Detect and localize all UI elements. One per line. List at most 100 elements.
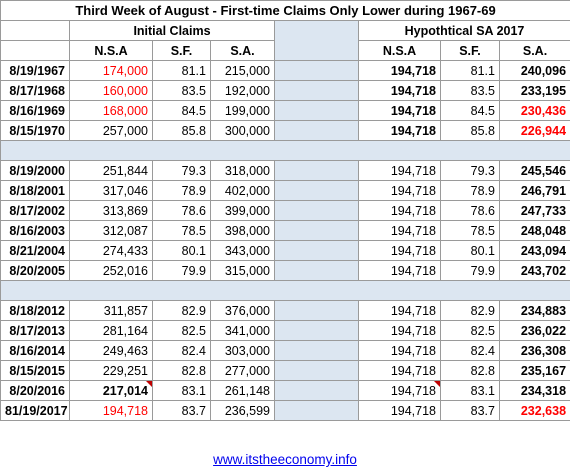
sf-value: 81.1 (152, 60, 211, 81)
column-spacer (274, 380, 359, 401)
sa-value: 236,599 (210, 400, 275, 421)
col-header-nsa: N.S.A (69, 40, 153, 61)
nsa-value: 312,087 (69, 220, 153, 241)
table-body: Third Week of August - First-time Claims… (0, 0, 570, 421)
sa-value: 399,000 (210, 200, 275, 221)
nsa-value: 168,000 (69, 100, 153, 121)
section-separator (0, 280, 570, 301)
hyp-sa-value: 236,308 (498, 340, 570, 361)
table-title: Third Week of August - First-time Claims… (0, 0, 570, 21)
row-date: 8/18/2001 (0, 180, 70, 201)
hyp-sf-value: 80.1 (440, 240, 500, 261)
header-spacer (274, 20, 359, 61)
column-spacer (274, 300, 359, 321)
hyp-sa-value: 243,702 (498, 260, 570, 281)
hyp-sf-value: 78.5 (440, 220, 500, 241)
hyp-sa-value: 233,195 (498, 80, 570, 101)
hyp-sf-value: 79.3 (440, 160, 500, 181)
hyp-nsa-value: 194,718 (358, 240, 441, 261)
row-date: 81/19/2017 (0, 400, 70, 421)
sf-value: 83.5 (152, 80, 211, 101)
nsa-value: 251,844 (69, 160, 153, 181)
col-header-sf: S.F. (152, 40, 211, 61)
col-header-sa: S.A. (210, 40, 275, 61)
sa-value: 300,000 (210, 120, 275, 141)
column-spacer (274, 220, 359, 241)
sa-value: 343,000 (210, 240, 275, 261)
table-row: 8/15/1970 257,000 85.8 300,000 194,718 85.8 22… (0, 120, 570, 141)
column-spacer (274, 120, 359, 141)
hyp-sa-value: 240,096 (498, 60, 570, 81)
col-header-hyp-nsa: N.S.A (358, 40, 441, 61)
row-date: 8/16/2014 (0, 340, 70, 361)
hyp-nsa-value: 194,718 (358, 260, 441, 281)
table-row: 8/16/2014 249,463 82.4 303,000 194,718 82.4 23… (0, 340, 570, 361)
sa-value: 398,000 (210, 220, 275, 241)
section-separator (0, 140, 570, 161)
row-date: 8/17/2002 (0, 200, 70, 221)
hyp-nsa-value: 194,718 (358, 200, 441, 221)
sa-value: 192,000 (210, 80, 275, 101)
table-row: 8/18/2001 317,046 78.9 402,000 194,718 78.9 24… (0, 180, 570, 201)
sa-value: 315,000 (210, 260, 275, 281)
table-row: 8/17/2002 313,869 78.6 399,000 194,718 78.6 24… (0, 200, 570, 221)
column-spacer (274, 180, 359, 201)
hyp-nsa-value: 194,718 (358, 340, 441, 361)
sf-value: 82.5 (152, 320, 211, 341)
sf-value: 82.4 (152, 340, 211, 361)
table-row: 8/16/1969 168,000 84.5 199,000 194,718 84.5 23… (0, 100, 570, 121)
sf-value: 82.8 (152, 360, 211, 381)
nsa-value: 317,046 (69, 180, 153, 201)
claims-table: Third Week of August - First-time Claims… (0, 0, 570, 421)
sa-value: 199,000 (210, 100, 275, 121)
group-header-initial-claims: Initial Claims (69, 20, 275, 41)
hyp-sf-value: 78.9 (440, 180, 500, 201)
row-date: 8/19/2000 (0, 160, 70, 181)
table-row: 8/18/2012 311,857 82.9 376,000 194,718 82.9 23… (0, 300, 570, 321)
sf-value: 78.6 (152, 200, 211, 221)
col-header-hyp-sa: S.A. (498, 40, 570, 61)
hyp-nsa-value: 194,718 (358, 60, 441, 81)
nsa-value: 252,016 (69, 260, 153, 281)
row-date: 8/20/2016 (0, 380, 70, 401)
table-row: 8/15/2015 229,251 82.8 277,000 194,718 82.8 23… (0, 360, 570, 381)
sf-value: 80.1 (152, 240, 211, 261)
column-spacer (274, 100, 359, 121)
hyp-sf-value: 79.9 (440, 260, 500, 281)
hyp-sa-value: 248,048 (498, 220, 570, 241)
sa-value: 215,000 (210, 60, 275, 81)
footer: www.itstheeconomy.info (0, 452, 570, 473)
row-date: 8/21/2004 (0, 240, 70, 261)
footer-link[interactable]: www.itstheeconomy.info (213, 452, 357, 467)
column-spacer (274, 200, 359, 221)
table-row: 8/19/2000 251,844 79.3 318,000 194,718 79.3 24… (0, 160, 570, 181)
column-spacer (274, 80, 359, 101)
sa-value: 341,000 (210, 320, 275, 341)
sf-value: 85.8 (152, 120, 211, 141)
row-date: 8/16/2003 (0, 220, 70, 241)
hyp-sf-value: 83.1 (440, 380, 500, 401)
hyp-sa-value: 232,638 (498, 400, 570, 421)
nsa-value: 229,251 (69, 360, 153, 381)
hyp-sa-value: 243,094 (498, 240, 570, 261)
column-spacer (274, 320, 359, 341)
row-date: 8/20/2005 (0, 260, 70, 281)
sf-value: 79.3 (152, 160, 211, 181)
hyp-nsa-value: 194,718 (358, 220, 441, 241)
hyp-sa-value: 245,546 (498, 160, 570, 181)
hyp-nsa-value: 194,718 (358, 320, 441, 341)
row-date: 8/15/2015 (0, 360, 70, 381)
sa-value: 261,148 (210, 380, 275, 401)
table-row: 8/16/2003 312,087 78.5 398,000 194,718 78.5 24… (0, 220, 570, 241)
table-row: 8/17/1968 160,000 83.5 192,000 194,718 83.5 23… (0, 80, 570, 101)
hyp-sf-value: 83.7 (440, 400, 500, 421)
nsa-value: 311,857 (69, 300, 153, 321)
separator-band (0, 280, 570, 301)
hyp-nsa-value: 194,718 (358, 160, 441, 181)
column-spacer (274, 160, 359, 181)
header-blank (0, 20, 70, 41)
column-spacer (274, 340, 359, 361)
column-spacer (274, 240, 359, 261)
table-row: 8/20/2016 217,014 83.1 261,148 194,718 83.1 23… (0, 380, 570, 401)
